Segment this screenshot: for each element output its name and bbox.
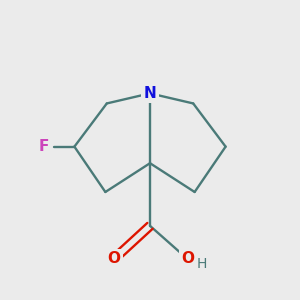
Text: O: O bbox=[181, 251, 194, 266]
Text: N: N bbox=[144, 86, 156, 101]
Text: F: F bbox=[39, 139, 49, 154]
Text: H: H bbox=[196, 257, 207, 271]
Text: O: O bbox=[107, 251, 121, 266]
